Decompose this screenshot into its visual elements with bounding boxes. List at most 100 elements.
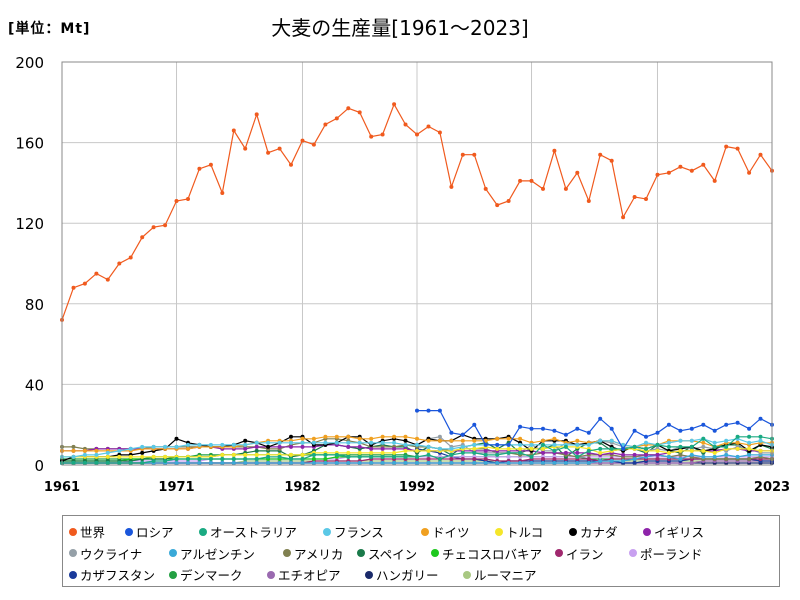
- data-point: [529, 461, 534, 465]
- data-point: [197, 461, 202, 465]
- data-point: [518, 424, 523, 429]
- data-point: [403, 454, 408, 459]
- data-point: [655, 452, 660, 457]
- legend-item: カザフスタン: [69, 564, 169, 585]
- data-point: [609, 446, 614, 451]
- data-point: [495, 446, 500, 451]
- data-point: [357, 110, 362, 115]
- data-point: [311, 457, 316, 461]
- data-point: [266, 461, 271, 465]
- data-point: [586, 448, 591, 453]
- data-point: [426, 438, 431, 443]
- data-point: [460, 450, 465, 455]
- data-point: [128, 255, 133, 260]
- data-point: [598, 152, 603, 157]
- legend-label: ルーマニア: [474, 568, 537, 584]
- data-point: [380, 454, 385, 459]
- legend-marker: [169, 570, 177, 579]
- data-point: [586, 430, 591, 435]
- data-point: [460, 461, 465, 465]
- data-point: [82, 281, 87, 286]
- data-point: [392, 454, 397, 459]
- data-point: [529, 454, 534, 459]
- data-point: [174, 436, 179, 441]
- data-point: [712, 444, 717, 449]
- data-point: [701, 448, 706, 453]
- data-point: [449, 452, 454, 457]
- data-point: [506, 450, 511, 455]
- data-point: [598, 438, 603, 443]
- legend-marker: [267, 570, 275, 579]
- data-point: [735, 440, 740, 445]
- data-point: [563, 450, 568, 455]
- data-point: [208, 457, 213, 461]
- data-point: [415, 461, 419, 465]
- data-point: [678, 438, 683, 443]
- data-point: [506, 436, 511, 441]
- data-point: [483, 448, 488, 453]
- data-point: [254, 452, 259, 457]
- data-point: [689, 168, 694, 173]
- data-point: [701, 162, 706, 167]
- data-point: [666, 454, 671, 459]
- data-point: [369, 454, 374, 459]
- data-point: [357, 454, 362, 459]
- data-point: [575, 442, 580, 447]
- data-point: [163, 459, 168, 463]
- series-フランス: [60, 436, 774, 459]
- data-point: [449, 438, 454, 443]
- data-point: [220, 452, 225, 457]
- data-point: [747, 170, 752, 175]
- data-point: [392, 434, 397, 439]
- data-point: [94, 448, 99, 453]
- data-point: [426, 452, 431, 457]
- legend-label: ハンガリー: [376, 568, 439, 584]
- data-point: [541, 442, 545, 447]
- data-point: [380, 461, 385, 465]
- data-point: [460, 444, 465, 449]
- data-point: [747, 452, 752, 457]
- data-point: [277, 461, 282, 465]
- data-point: [609, 459, 614, 463]
- data-point: [277, 444, 282, 449]
- data-point: [71, 448, 76, 453]
- data-point: [632, 452, 637, 457]
- data-point: [334, 461, 339, 465]
- data-point: [483, 186, 488, 191]
- data-point: [552, 461, 557, 465]
- data-point: [632, 444, 637, 449]
- data-point: [506, 454, 511, 459]
- legend-marker: [643, 527, 651, 536]
- data-point: [300, 436, 305, 441]
- data-point: [518, 442, 523, 447]
- data-point: [300, 457, 305, 461]
- data-point: [415, 442, 419, 447]
- legend-item: スペイン: [357, 543, 431, 564]
- data-point: [254, 461, 259, 465]
- legend-item: アルゼンチン: [169, 543, 283, 564]
- data-point: [369, 134, 374, 139]
- unit-label: [単位：Mt]: [8, 21, 91, 37]
- data-point: [758, 438, 763, 443]
- legend-label: ウクライナ: [80, 546, 143, 562]
- y-tick-label: 80: [25, 296, 44, 314]
- legend-marker: [169, 549, 177, 558]
- legend-label: イギリス: [654, 525, 705, 540]
- data-point: [655, 448, 660, 453]
- data-point: [747, 440, 752, 445]
- data-point: [426, 408, 431, 413]
- data-point: [334, 116, 339, 121]
- data-point: [357, 444, 362, 449]
- data-point: [231, 128, 236, 133]
- data-point: [300, 452, 305, 457]
- chart-legend: 世界 ロシア オーストラリア フランス ドイツ トルコ カナダ イギリス ウクライナ アルゼンチン…: [62, 515, 780, 587]
- legend-item: エチオピア: [267, 564, 365, 585]
- data-point: [472, 446, 477, 451]
- data-point: [666, 440, 671, 445]
- data-point: [105, 454, 110, 459]
- data-point: [735, 146, 740, 151]
- data-point: [735, 446, 740, 451]
- data-point: [541, 438, 545, 443]
- legend-label: チェコスロバキア: [442, 546, 543, 562]
